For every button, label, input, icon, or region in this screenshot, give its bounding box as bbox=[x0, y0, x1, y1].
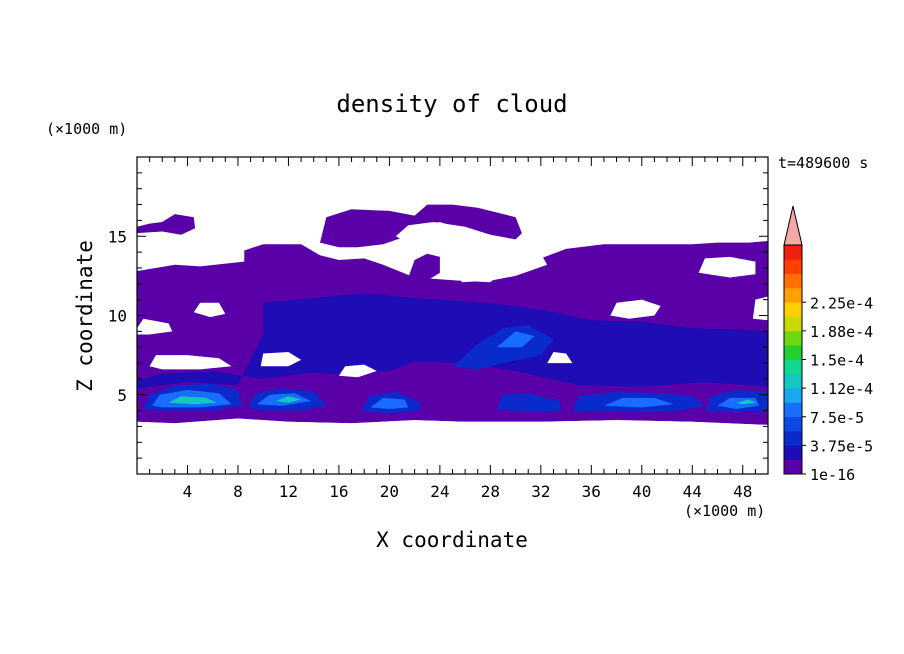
colorbar-swatch bbox=[784, 259, 802, 275]
contour-region-level-2 bbox=[496, 393, 561, 413]
colorbar-swatch bbox=[784, 273, 802, 289]
y-tick-label: 5 bbox=[117, 386, 127, 405]
colorbar: 1e-16 3.75e-5 7.5e-5 1.12e-4 1.5e-4 1.88e-4 2.… bbox=[783, 205, 873, 484]
contour-region-level-4 bbox=[603, 397, 674, 408]
x-unit-label: (×1000 m) bbox=[684, 502, 765, 520]
colorbar-label: 7.5e-5 bbox=[810, 409, 864, 427]
y-unit-label: (×1000 m) bbox=[46, 120, 127, 138]
clear-air-region bbox=[137, 318, 173, 335]
colorbar-swatch bbox=[784, 302, 802, 317]
chart-title: density of cloud bbox=[336, 90, 567, 118]
colorbar-label: 1e-16 bbox=[810, 466, 855, 484]
colorbar-label: 2.25e-4 bbox=[810, 294, 873, 312]
clear-air-region bbox=[547, 352, 573, 364]
colorbar-swatch bbox=[784, 316, 802, 332]
colorbar-swatch bbox=[784, 459, 802, 475]
clear-air-region bbox=[610, 299, 661, 319]
x-tick-label: 24 bbox=[430, 482, 449, 501]
clear-air-region bbox=[752, 296, 768, 321]
colorbar-label: 1.88e-4 bbox=[810, 323, 873, 341]
contour-region-level-6 bbox=[275, 396, 302, 403]
x-tick-label: 32 bbox=[531, 482, 550, 501]
colorbar-swatch bbox=[784, 431, 802, 446]
colorbar-swatch bbox=[784, 287, 802, 303]
y-axis-label: Z coordinate bbox=[73, 240, 97, 392]
clear-air-region bbox=[395, 222, 510, 259]
x-tick-label: 36 bbox=[582, 482, 601, 501]
y-tick-label: 15 bbox=[108, 227, 127, 246]
contour-region-level-6 bbox=[736, 399, 756, 405]
x-tick-label: 40 bbox=[632, 482, 651, 501]
contour-region-level-4 bbox=[496, 331, 535, 348]
clear-air-region bbox=[338, 364, 377, 378]
colorbar-label: 1.5e-4 bbox=[810, 352, 864, 370]
colorbar-swatch bbox=[784, 402, 802, 418]
contour-field bbox=[137, 204, 768, 443]
colorbar-swatch bbox=[784, 373, 802, 389]
contour-region-level-0 bbox=[320, 204, 522, 248]
colorbar-swatch bbox=[784, 359, 802, 375]
x-axis-label: X coordinate bbox=[376, 528, 528, 552]
contour-region-level-1 bbox=[137, 293, 768, 389]
colorbar-swatch bbox=[784, 416, 802, 432]
clear-air-region bbox=[461, 253, 548, 283]
x-tick-label: 16 bbox=[329, 482, 348, 501]
colorbar-swatch bbox=[784, 388, 802, 403]
colorbar-swatch bbox=[784, 445, 802, 461]
colorbar-swatch bbox=[784, 330, 802, 346]
x-tick-label: 4 bbox=[183, 482, 193, 501]
time-label: t=489600 s bbox=[778, 154, 868, 172]
colorbar-swatch bbox=[784, 345, 802, 360]
y-tick-label: 10 bbox=[108, 307, 127, 326]
contour-region-level-0 bbox=[408, 253, 440, 281]
colorbar-label: 1.12e-4 bbox=[810, 380, 873, 398]
x-tick-label: 20 bbox=[380, 482, 399, 501]
clear-air-region bbox=[137, 418, 768, 443]
x-tick-label: 8 bbox=[233, 482, 243, 501]
clear-air-region bbox=[149, 355, 232, 370]
contour-region-level-4 bbox=[370, 397, 409, 409]
contour-region-level-6 bbox=[168, 396, 217, 405]
x-tick-label: 28 bbox=[481, 482, 500, 501]
clear-air-region bbox=[260, 352, 302, 367]
x-tick-label: 44 bbox=[683, 482, 702, 501]
contour-region-level-0 bbox=[137, 214, 196, 235]
x-tick-label: 48 bbox=[733, 482, 752, 501]
clear-air-region bbox=[193, 302, 226, 318]
clear-air-region bbox=[698, 256, 756, 278]
colorbar-swatch bbox=[784, 245, 802, 260]
colorbar-extend-arrow bbox=[783, 205, 803, 246]
x-tick-label: 12 bbox=[279, 482, 298, 501]
colorbar-label: 3.75e-5 bbox=[810, 437, 873, 455]
